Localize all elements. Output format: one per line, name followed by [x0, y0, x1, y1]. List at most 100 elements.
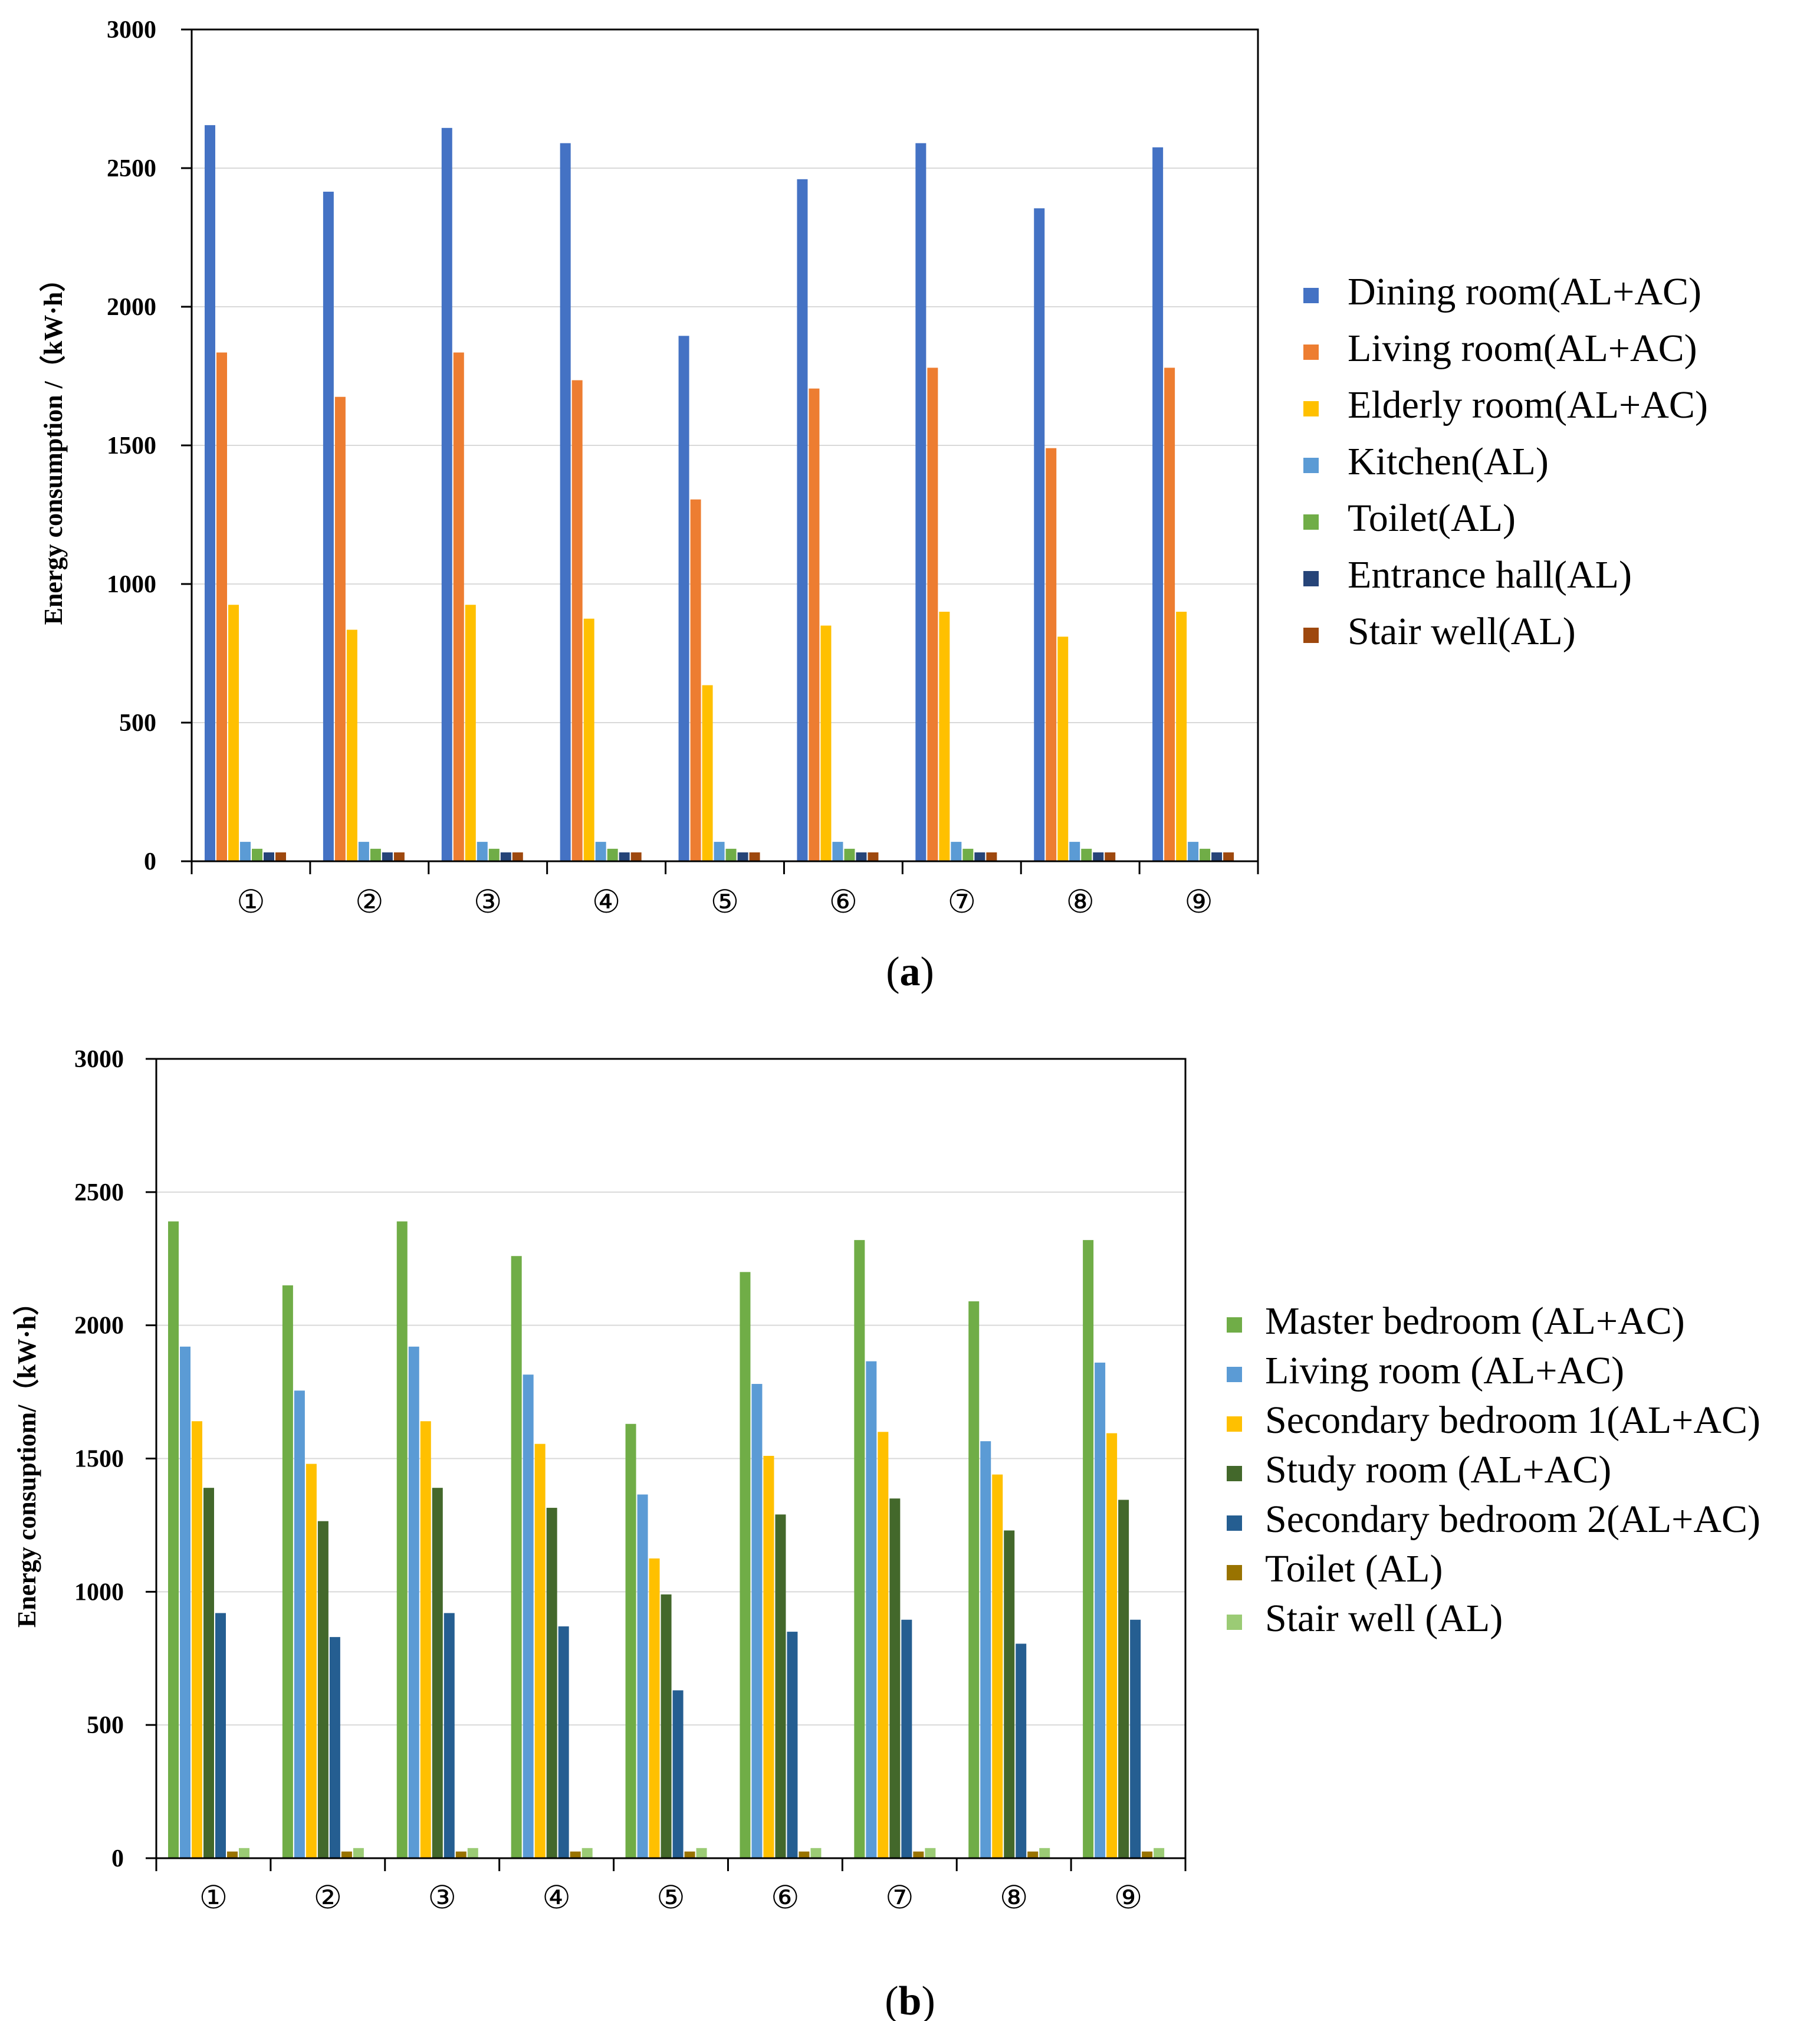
x-category-label: ⑥	[771, 1880, 799, 1915]
x-category-label: ①	[236, 884, 265, 920]
y-tick-label: 3000	[74, 1046, 124, 1073]
bar	[341, 1851, 352, 1858]
legend-label: Toilet(AL)	[1348, 497, 1516, 540]
legend-label: Toilet (AL)	[1265, 1547, 1443, 1590]
x-category-label: ⑦	[885, 1880, 914, 1915]
bar	[649, 1558, 660, 1858]
bar	[488, 848, 500, 861]
legend-swatch	[1303, 401, 1319, 416]
legend-label: Stair well(AL)	[1348, 610, 1576, 653]
bar	[294, 1390, 305, 1858]
chart-b: 0 500 1000 1500 2000 2500 3000 ① ② ③ ④ ⑤ ⑥ ⑦ ⑧ ⑨ Energy …	[12, 1046, 1760, 1915]
bar	[854, 1240, 865, 1858]
legend: Master bedroom (AL+AC) Living room (AL+AC…	[1227, 1300, 1760, 1640]
y-tick-label: 2000	[107, 294, 156, 321]
bar	[1211, 852, 1223, 861]
bar	[974, 852, 985, 861]
bar	[714, 842, 725, 861]
bar	[465, 605, 476, 861]
bar	[477, 842, 488, 861]
panel-label-a: (a)	[886, 949, 934, 995]
bar	[1176, 612, 1187, 861]
bar	[215, 1613, 226, 1858]
bar	[500, 852, 511, 861]
bar	[1200, 848, 1211, 861]
bar	[1081, 848, 1092, 861]
bar	[205, 125, 215, 861]
legend-label: Entrance hall(AL)	[1348, 553, 1632, 596]
panel-label-b: (b)	[885, 1979, 935, 2021]
bar	[856, 852, 867, 861]
bar	[282, 1285, 293, 1858]
x-category-label: ⑧	[1066, 884, 1094, 920]
bar	[1152, 147, 1164, 861]
bar	[809, 388, 820, 861]
y-tick-label: 1500	[74, 1446, 124, 1473]
bar	[511, 1256, 522, 1858]
bar	[329, 1637, 340, 1858]
bar	[968, 1301, 980, 1858]
bar	[216, 352, 227, 861]
y-axis-label: Energy consuptiom/（kW·h）	[12, 1290, 41, 1628]
legend-label: Living room(AL+AC)	[1348, 327, 1697, 370]
legend-label: Living room (AL+AC)	[1265, 1349, 1624, 1392]
bar	[583, 618, 594, 861]
legend-swatch	[1227, 1466, 1242, 1481]
bar	[678, 336, 689, 861]
legend-label: Secondary bedroom 1(AL+AC)	[1265, 1399, 1760, 1442]
bar	[630, 852, 642, 861]
bar	[334, 396, 346, 861]
x-category-label: ①	[199, 1880, 228, 1915]
bar	[192, 1421, 202, 1858]
bar	[607, 848, 618, 861]
y-tick-label: 2500	[74, 1179, 124, 1206]
bar	[820, 625, 832, 861]
bar	[799, 1851, 810, 1858]
bar	[571, 380, 583, 861]
bar	[1046, 448, 1057, 861]
bar	[252, 848, 262, 861]
bar	[203, 1488, 214, 1858]
bar	[1016, 1643, 1027, 1858]
bar	[787, 1632, 798, 1858]
y-tick-label: 0	[144, 848, 156, 875]
bar	[962, 848, 974, 861]
bar	[672, 1690, 684, 1858]
bar	[992, 1474, 1003, 1858]
legend-swatch	[1227, 1367, 1242, 1382]
legend-swatch	[1303, 345, 1319, 360]
bar	[1188, 842, 1199, 861]
x-category-label: ⑦	[948, 884, 976, 920]
legend-label: Elderly room(AL+AC)	[1348, 383, 1708, 426]
bar	[180, 1346, 190, 1858]
bar	[305, 1464, 317, 1858]
legend-label: Study room (AL+AC)	[1265, 1448, 1611, 1491]
legend-swatch	[1227, 1416, 1242, 1432]
y-tick-label: 500	[119, 710, 156, 737]
x-category-label: ②	[355, 884, 383, 920]
bar	[810, 1848, 822, 1858]
y-tick-label: 0	[111, 1845, 124, 1872]
bar	[382, 852, 393, 861]
bar	[1095, 1362, 1106, 1858]
bar	[453, 352, 464, 861]
bar	[420, 1421, 431, 1858]
bar	[323, 191, 334, 862]
bar	[558, 1626, 569, 1858]
bar	[346, 629, 357, 861]
bar	[393, 852, 405, 861]
y-tick-label: 1000	[74, 1579, 124, 1606]
bar	[740, 1272, 751, 1858]
y-axis-label: Energy consumption /（kW·h）	[39, 266, 68, 625]
y-tick-label: 2500	[107, 155, 156, 182]
x-category-label: ③	[428, 1880, 456, 1915]
legend: Dining room(AL+AC) Living room(AL+AC) Elde…	[1303, 270, 1708, 653]
legend-swatch	[1227, 1565, 1242, 1580]
bar	[570, 1851, 581, 1858]
bar	[467, 1848, 478, 1858]
bar	[582, 1848, 593, 1858]
chart-a: 0 500 1000 1500 2000 2500 3000 ① ② ③ ④ ⑤ ⑥ ⑦ ⑧ ⑨ Energy …	[39, 17, 1708, 920]
bar	[317, 1521, 328, 1858]
bar	[546, 1508, 557, 1858]
bar	[1106, 1433, 1118, 1858]
